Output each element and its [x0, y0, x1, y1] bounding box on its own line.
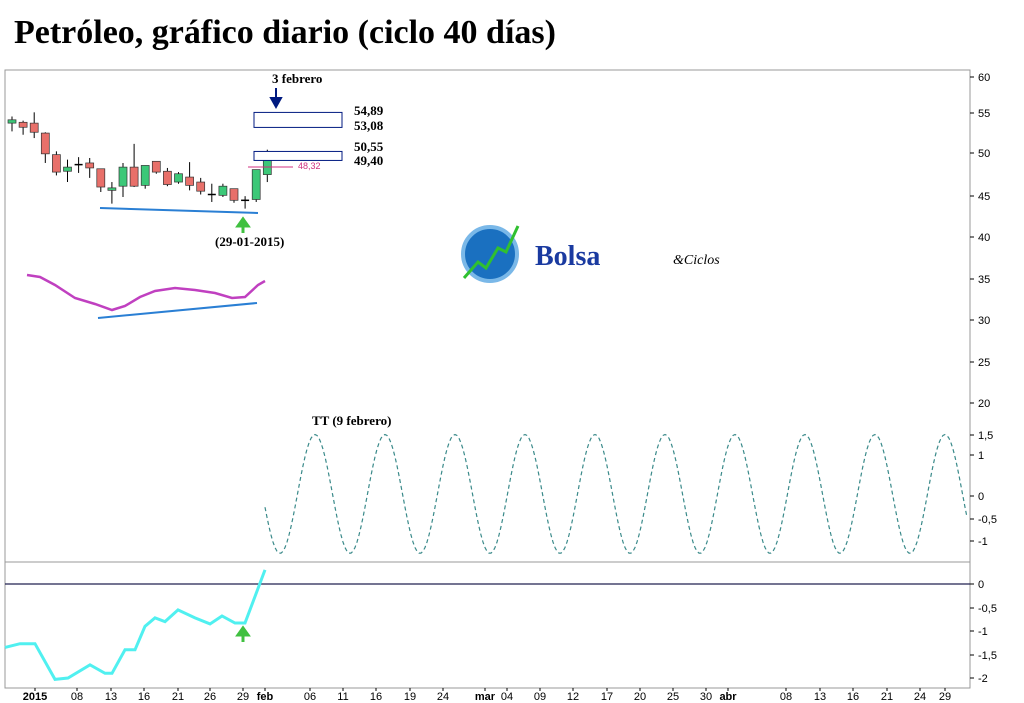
globe-icon [461, 225, 519, 283]
arrow-down-icon [269, 88, 283, 110]
logo-text: Bolsa [535, 241, 600, 272]
target-box [253, 150, 343, 161]
price-tick-label: 55 [978, 108, 990, 120]
x-tick-label: 08 [780, 691, 792, 703]
x-tick-label: 21 [172, 691, 184, 703]
x-tick-label: 06 [304, 691, 316, 703]
price-tick-label: 30 [978, 315, 990, 327]
tt-label: TT (9 febrero) [312, 413, 391, 428]
cycle-line [264, 433, 968, 554]
candle-body [29, 122, 39, 133]
x-tick-label: 21 [881, 691, 893, 703]
logo-arrow-icon [462, 225, 520, 279]
chart-title: Petróleo, gráfico diario (ciclo 40 días) [14, 14, 556, 51]
x-tick-label: mar [475, 691, 496, 703]
cycle-tick-label: -0,5 [978, 514, 997, 526]
x-tick-label: 16 [847, 691, 859, 703]
x-tick-label: 29 [939, 691, 951, 703]
candle-body [52, 154, 61, 173]
x-tick-label: 2015 [23, 691, 47, 703]
price-tick-label: 20 [978, 398, 990, 410]
candle-body [129, 166, 139, 187]
momentum-tick-label: -0,5 [978, 603, 997, 615]
price-tick-label: 45 [978, 191, 990, 203]
cycle-tick-label: 0 [978, 491, 984, 503]
support-trendline [99, 207, 259, 214]
x-tick-label: 24 [914, 691, 926, 703]
target-label: 53,08 [354, 118, 384, 133]
price-tick-label: 50 [978, 148, 990, 160]
cycle-tick-label: -1 [978, 536, 988, 548]
candle-body [140, 165, 150, 186]
x-tick-label: 29 [237, 691, 249, 703]
oscillator-trendline [97, 302, 258, 319]
x-tick-label: 24 [437, 691, 449, 703]
plot-frame [4, 69, 971, 689]
momentum-tick-label: -1,5 [978, 650, 997, 662]
x-tick-label: 26 [204, 691, 216, 703]
momentum-tick-label: 0 [978, 579, 984, 591]
candle-body [63, 166, 72, 172]
x-tick-label: feb [257, 691, 274, 703]
x-tick-label: 13 [814, 691, 826, 703]
candle-body [174, 173, 183, 183]
momentum-tick-label: -2 [978, 673, 988, 685]
momentum-tick-label: -1 [978, 626, 988, 638]
candle-body [229, 188, 239, 201]
oscillator-line [26, 273, 266, 312]
arrow-up-icon [235, 625, 251, 642]
x-tick-label: 19 [404, 691, 416, 703]
momentum-line [4, 569, 267, 682]
price-tick-label: 35 [978, 274, 990, 286]
candle-body [85, 162, 95, 169]
cycle-tick-label: 1,5 [978, 430, 993, 442]
candle-body [251, 169, 261, 200]
x-tick-label: 16 [370, 691, 382, 703]
x-tick-label: 08 [71, 691, 83, 703]
price-tick-label: 60 [978, 72, 990, 84]
candle-body [151, 160, 161, 173]
price-tick-label: 40 [978, 232, 990, 244]
x-tick-label: 13 [105, 691, 117, 703]
candle-body [7, 119, 17, 124]
candle-body [218, 185, 228, 196]
target-box [253, 111, 343, 128]
target-label: 50,55 [354, 139, 384, 154]
candle-body [18, 121, 28, 128]
candle-body [163, 170, 172, 185]
x-tick-label: 16 [138, 691, 150, 703]
x-tick-label: 25 [667, 691, 679, 703]
x-tick-label: 30 [700, 691, 712, 703]
target-label: 54,89 [354, 103, 384, 118]
x-tick-label: 20 [634, 691, 646, 703]
low-date-label: (29-01-2015) [215, 234, 284, 249]
cycle-tick-label: 1 [978, 450, 984, 462]
candle-body [118, 166, 128, 187]
x-tick-label: abr [719, 691, 737, 703]
x-tick-label: 12 [567, 691, 579, 703]
candle-body [185, 176, 194, 186]
arrow-up-icon [235, 216, 251, 233]
x-tick-label: 09 [534, 691, 546, 703]
x-tick-label: 11 [337, 691, 348, 703]
x-tick-label: 04 [501, 691, 513, 703]
candle-body [96, 168, 106, 188]
top-date-label: 3 febrero [272, 71, 322, 86]
x-tick-label: 17 [601, 691, 613, 703]
level-label: 48,32 [298, 161, 321, 171]
candle-body [196, 181, 206, 192]
candle-body [107, 187, 117, 191]
target-label: 49,40 [354, 153, 383, 168]
logo-suffix: &Ciclos [673, 253, 720, 268]
candle-body [40, 132, 50, 155]
price-tick-label: 25 [978, 357, 990, 369]
